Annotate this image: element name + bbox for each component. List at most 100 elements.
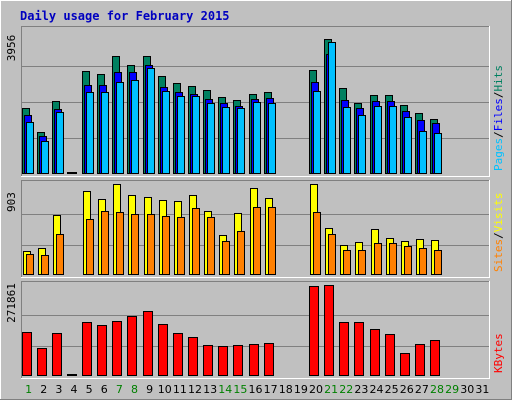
bar-pages-day-8	[131, 80, 139, 174]
bar-sites-day-20	[313, 212, 321, 275]
bar-kbytes-day-23	[354, 322, 364, 376]
bar-kbytes-day-27	[415, 344, 425, 376]
series-pages	[26, 42, 442, 174]
bar-pages-day-23	[358, 115, 366, 174]
bar-sites-day-2	[41, 255, 49, 275]
x-tick-label-day-31: 31	[475, 383, 489, 396]
x-tick-label-day-5: 5	[86, 383, 93, 396]
bar-sites-day-11	[177, 217, 185, 275]
bar-pages-day-17	[268, 103, 276, 174]
bar-pages-day-3	[56, 112, 64, 174]
bar-pages-day-9	[147, 68, 155, 174]
bar-kbytes-day-5	[82, 322, 92, 376]
legend-separator: /	[492, 131, 505, 138]
bar-sites-day-9	[147, 214, 155, 275]
panel-legend: KBytes	[492, 333, 505, 373]
bar-kbytes-day-13	[203, 345, 213, 376]
bar-kbytes-day-10	[158, 324, 168, 376]
chart-title: Daily usage for February 2015	[20, 9, 230, 23]
x-tick-label-day-15: 15	[233, 383, 247, 396]
bar-kbytes-day-25	[385, 334, 395, 376]
bar-sites-day-7	[116, 212, 124, 275]
x-tick-label-day-2: 2	[40, 383, 47, 396]
x-tick-label-day-3: 3	[55, 383, 62, 396]
bar-pages-day-26	[404, 117, 412, 174]
legend-entry: Hits	[492, 65, 505, 92]
bar-pages-day-7	[116, 82, 124, 174]
x-tick-label-day-8: 8	[131, 383, 138, 396]
bar-pages-day-16	[253, 102, 261, 174]
bar-sites-day-8	[131, 214, 139, 275]
bar-kbytes-day-12	[188, 337, 198, 376]
x-tick-label-day-22: 22	[339, 383, 353, 396]
bar-pages-day-20	[313, 91, 321, 174]
bar-kbytes-day-20	[309, 286, 319, 376]
x-tick-label-day-21: 21	[324, 383, 338, 396]
x-tick-label-day-7: 7	[116, 383, 123, 396]
bar-kbytes-day-2	[37, 348, 47, 376]
bar-kbytes-day-15	[233, 345, 243, 376]
x-tick-label-day-11: 11	[173, 383, 187, 396]
legend-separator: /	[492, 92, 505, 99]
bar-sites-day-17	[268, 207, 276, 275]
bar-sites-day-12	[192, 208, 200, 275]
bar-pages-day-12	[192, 96, 200, 174]
bar-kbytes-day-24	[370, 329, 380, 376]
bar-sites-day-27	[419, 248, 427, 275]
x-tick-label-day-12: 12	[188, 383, 202, 396]
x-tick-label-day-13: 13	[203, 383, 217, 396]
panel-legend: Sites/Visits	[492, 193, 505, 273]
x-tick-label-day-26: 26	[400, 383, 414, 396]
series-kbytes	[22, 285, 440, 376]
x-tick-label-day-28: 28	[430, 383, 444, 396]
bar-pages-day-25	[389, 106, 397, 174]
panel-kbytes: 271861 KBytes	[5, 281, 505, 379]
x-tick-label-day-20: 20	[309, 383, 323, 396]
x-tick-label-day-24: 24	[370, 383, 384, 396]
x-tick-label-day-1: 1	[25, 383, 32, 396]
x-tick-label-day-25: 25	[385, 383, 399, 396]
x-tick-label-day-16: 16	[249, 383, 263, 396]
bar-kbytes-day-8	[127, 316, 137, 376]
bar-sites-day-14	[222, 241, 230, 275]
bar-pages-day-5	[86, 92, 94, 174]
x-tick-label-day-4: 4	[70, 383, 77, 396]
bar-sites-day-5	[86, 219, 94, 275]
bar-kbytes-day-26	[400, 353, 410, 376]
bar-sites-day-21	[328, 234, 336, 275]
bar-kbytes-day-21	[324, 285, 334, 376]
bar-pages-day-22	[343, 107, 351, 174]
bar-pages-day-14	[222, 107, 230, 174]
bar-pages-day-27	[419, 131, 427, 174]
bar-sites-day-3	[56, 234, 64, 275]
bar-sites-day-13	[207, 217, 215, 275]
bar-kbytes-day-3	[52, 333, 62, 376]
bar-pages-day-28	[434, 133, 442, 174]
x-tick-label-day-6: 6	[101, 383, 108, 396]
bar-sites-day-26	[404, 246, 412, 275]
bar-kbytes-day-6	[97, 325, 107, 376]
x-tick-label-day-23: 23	[354, 383, 368, 396]
bar-sites-day-10	[162, 216, 170, 275]
bar-kbytes-day-7	[112, 321, 122, 376]
legend-entry: Sites	[492, 239, 505, 272]
y-max-label: 271861	[5, 283, 18, 323]
bar-sites-day-24	[374, 243, 382, 275]
panel-visits-sites: 903 Sites/Visits	[5, 180, 505, 278]
bar-pages-day-2	[41, 141, 49, 174]
bar-pages-day-11	[177, 96, 185, 174]
x-tick-label-day-27: 27	[415, 383, 429, 396]
bar-pages-day-1	[26, 122, 34, 174]
bar-sites-day-16	[253, 207, 261, 275]
bar-pages-day-13	[207, 103, 215, 174]
x-tick-label-day-10: 10	[158, 383, 172, 396]
bar-pages-day-24	[374, 106, 382, 174]
panel-legend: Pages/Files/Hits	[492, 65, 505, 171]
bar-kbytes-day-4	[67, 374, 77, 376]
bar-sites-day-23	[358, 250, 366, 275]
legend-separator: /	[492, 232, 505, 239]
bar-kbytes-day-17	[264, 343, 274, 376]
